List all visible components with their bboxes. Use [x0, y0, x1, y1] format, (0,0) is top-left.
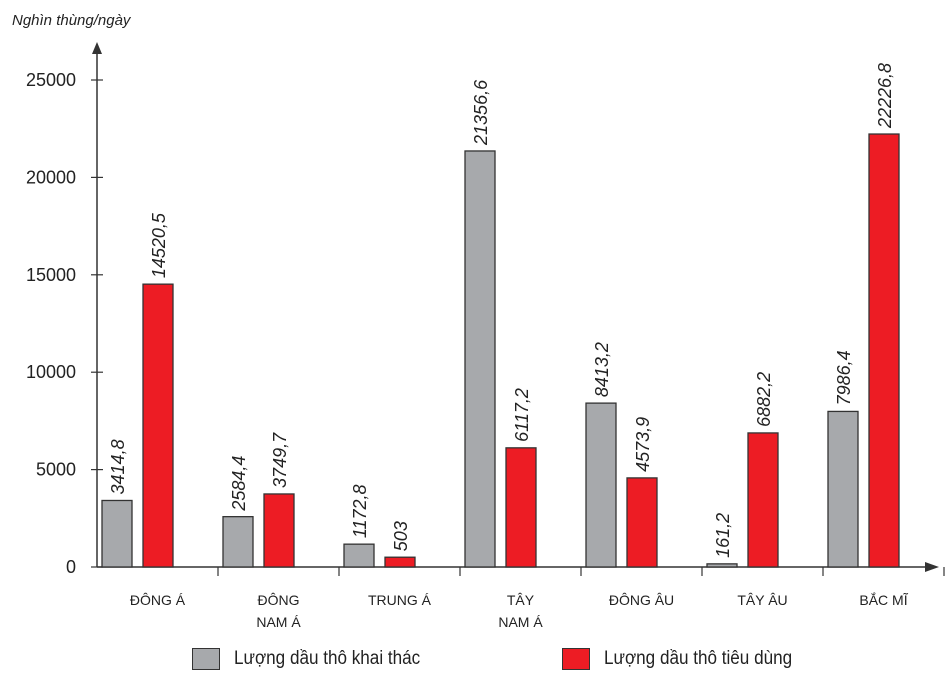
legend-item-tieu-dung: Lượng dầu thô tiêu dùng — [562, 648, 813, 670]
legend: Lượng dầu thô khai thác Lượng dầu thô ti… — [0, 648, 948, 678]
data-label: 6117,2 — [512, 388, 532, 442]
bar-chart: 0 5000 10000 15000 20000 25000 ĐÔNG Á 3414,8 145… — [26, 42, 945, 630]
x-tick-label: TRUNG Á — [368, 592, 432, 608]
bar — [626, 477, 658, 568]
data-label: 3749,7 — [270, 432, 290, 488]
legend-label-tieu-dung: Lượng dầu thô tiêu dùng — [604, 648, 793, 669]
x-tick-label: TÂY ÂU — [737, 592, 787, 608]
data-label: 7986,4 — [834, 350, 854, 405]
bar — [142, 283, 174, 568]
bar — [343, 543, 375, 568]
legend-swatch-khai-thac — [192, 648, 220, 670]
data-label: 8413,2 — [592, 342, 612, 397]
bar — [747, 432, 779, 568]
data-label: 3414,8 — [108, 439, 128, 494]
bar — [464, 150, 496, 568]
y-tick-label: 5000 — [36, 460, 76, 480]
data-label: 4573,9 — [633, 417, 653, 472]
bar — [101, 499, 133, 568]
data-label: 6882,2 — [754, 372, 774, 427]
bar — [827, 410, 859, 568]
x-tick-label: TÂY — [507, 592, 535, 608]
x-tick-label: ĐÔNG ÂU — [609, 592, 674, 608]
data-label: 22226,8 — [875, 63, 895, 129]
y-axis-arrow — [92, 42, 102, 54]
bar — [706, 563, 738, 568]
x-axis-arrow — [925, 562, 939, 572]
data-label: 14520,5 — [149, 212, 169, 278]
data-label: 2584,4 — [229, 456, 249, 512]
x-tick-label: NAM Á — [256, 614, 301, 630]
bar — [222, 516, 254, 568]
legend-label-khai-thac: Lượng dầu thô khai thác — [234, 648, 421, 669]
y-tick-label: 25000 — [26, 70, 76, 90]
data-label: 1172,8 — [350, 484, 370, 538]
bar — [263, 493, 295, 568]
x-tick-label: NAM Á — [498, 614, 543, 630]
y-tick-label: 10000 — [26, 362, 76, 382]
y-tick-label: 0 — [66, 557, 76, 577]
x-tick-label: ĐÔNG Á — [130, 592, 186, 608]
y-axis-label: Nghìn thùng/ngày — [12, 12, 131, 29]
data-label: 21356,6 — [471, 79, 491, 146]
bar — [505, 447, 537, 568]
bar — [384, 556, 416, 568]
data-label: 503 — [391, 521, 411, 551]
x-tick-label: BẮC MĨ — [859, 591, 908, 608]
x-tick-label: ĐÔNG — [258, 592, 300, 608]
data-label: 161,2 — [713, 513, 733, 558]
y-tick-label: 15000 — [26, 265, 76, 285]
legend-swatch-tieu-dung — [562, 648, 590, 670]
bar — [868, 133, 900, 568]
bar — [585, 402, 617, 568]
y-tick-label: 20000 — [26, 167, 76, 187]
legend-item-khai-thac: Lượng dầu thô khai thác — [192, 648, 441, 670]
